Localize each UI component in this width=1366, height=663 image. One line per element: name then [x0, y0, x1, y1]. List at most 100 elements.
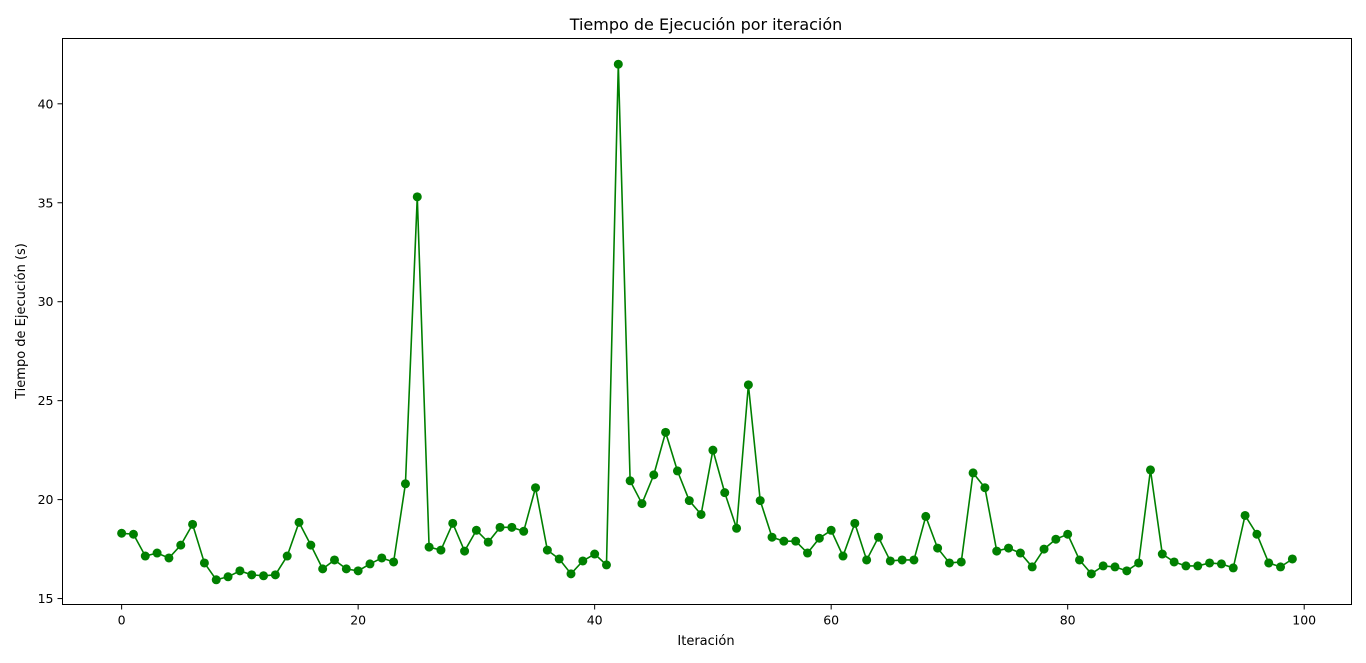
data-point: [1252, 529, 1262, 539]
data-point: [306, 540, 316, 550]
plot-frame: [62, 38, 1352, 605]
data-point: [247, 570, 257, 580]
data-point: [1110, 562, 1120, 572]
y-tick-label: 35: [38, 195, 54, 210]
data-point: [1015, 548, 1025, 558]
data-point: [235, 566, 245, 576]
data-point: [909, 555, 919, 565]
data-point: [1193, 561, 1203, 571]
data-point: [850, 518, 860, 528]
x-axis: 0 20 40 60 80 100: [118, 604, 1316, 628]
data-point: [921, 511, 931, 521]
data-point: [341, 564, 351, 574]
data-point: [944, 558, 954, 568]
data-point: [767, 532, 777, 542]
data-point: [696, 509, 706, 519]
data-point: [873, 532, 883, 542]
data-point: [1181, 561, 1191, 571]
data-point: [1075, 555, 1085, 565]
data-point: [933, 543, 943, 553]
data-point: [282, 551, 292, 561]
data-point: [732, 523, 742, 533]
data-point: [1004, 543, 1014, 553]
data-point: [424, 542, 434, 552]
data-point: [897, 555, 907, 565]
data-point: [1264, 558, 1274, 568]
x-tick-label: 0: [118, 613, 126, 628]
data-point: [188, 519, 198, 529]
data-point: [684, 496, 694, 506]
data-point: [400, 479, 410, 489]
series-line: [121, 64, 1293, 581]
y-axis-label: Tiempo de Ejecución (s): [14, 243, 29, 400]
data-point: [661, 427, 671, 437]
data-point: [542, 545, 552, 555]
y-tick-label: 15: [38, 591, 54, 606]
y-axis: 15 20 25 30 35 40: [38, 96, 63, 606]
data-point: [199, 558, 209, 568]
data-point: [554, 554, 564, 564]
data-point: [483, 537, 493, 547]
data-point: [1216, 559, 1226, 569]
data-point: [838, 551, 848, 561]
data-point: [613, 59, 623, 69]
data-point: [672, 466, 682, 476]
data-point: [140, 551, 150, 561]
data-point: [1086, 569, 1096, 579]
data-point: [176, 540, 186, 550]
data-point: [625, 476, 635, 486]
x-tick-label: 20: [350, 613, 366, 628]
data-point: [353, 566, 363, 576]
data-point: [1240, 510, 1250, 520]
data-point: [223, 572, 233, 582]
data-point: [992, 546, 1002, 556]
data-point: [318, 564, 328, 574]
data-point: [885, 556, 895, 566]
chart-title: Tiempo de Ejecución por iteración: [569, 15, 843, 34]
data-point: [1169, 557, 1179, 567]
data-point: [436, 545, 446, 555]
data-point: [803, 548, 813, 558]
y-tick-label: 30: [38, 294, 54, 309]
data-point: [1157, 549, 1167, 559]
x-tick-label: 60: [823, 613, 839, 628]
data-point: [649, 470, 659, 480]
data-point: [1098, 561, 1108, 571]
data-point: [1134, 558, 1144, 568]
x-tick-label: 80: [1060, 613, 1076, 628]
data-point: [164, 553, 174, 563]
data-point: [1205, 558, 1215, 568]
data-point: [531, 483, 541, 493]
data-point: [1063, 529, 1073, 539]
data-point: [329, 555, 339, 565]
data-point: [294, 517, 304, 527]
data-point: [495, 522, 505, 532]
data-point: [1027, 562, 1037, 572]
data-point: [980, 483, 990, 493]
data-point: [117, 528, 127, 538]
data-point: [389, 557, 399, 567]
data-point: [862, 555, 872, 565]
data-point: [270, 570, 280, 580]
data-point: [1145, 465, 1155, 475]
data-point: [637, 499, 647, 509]
data-point: [448, 518, 458, 528]
data-point: [720, 488, 730, 498]
y-tick-label: 20: [38, 492, 54, 507]
data-point: [743, 380, 753, 390]
data-point: [956, 557, 966, 567]
data-point: [566, 569, 576, 579]
y-tick-label: 25: [38, 393, 54, 408]
y-tick-label: 40: [38, 96, 54, 111]
data-point: [791, 536, 801, 546]
data-point: [590, 549, 600, 559]
data-point: [1122, 566, 1132, 576]
data-point: [826, 525, 836, 535]
data-point: [259, 571, 269, 581]
x-axis-label: Iteración: [677, 634, 734, 649]
data-point: [471, 525, 481, 535]
data-point: [152, 548, 162, 558]
series-layer: [117, 59, 1297, 585]
data-point: [507, 522, 517, 532]
